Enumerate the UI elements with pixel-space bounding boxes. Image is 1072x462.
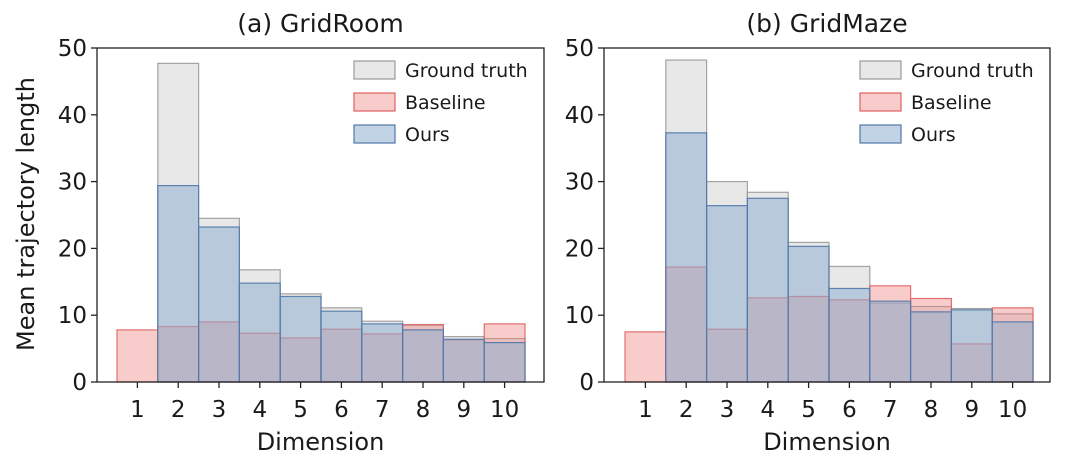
x-axis-label: Dimension	[763, 428, 891, 456]
plot-frame	[96, 47, 545, 383]
bar-ours-dim-7	[361, 323, 404, 383]
y-axis-label: Mean trajectory length	[12, 77, 40, 351]
y-tick-label: 10	[58, 303, 87, 329]
legend-label-ours: Ours	[405, 124, 450, 146]
bar-baseline-dim-1	[624, 331, 667, 383]
y-tick-label: 40	[58, 103, 87, 129]
legend-label-ground-truth: Ground truth	[911, 60, 1034, 82]
x-tick-label: 3	[212, 397, 227, 423]
chart-title: (b) GridMaze	[746, 9, 907, 38]
x-tick-label: 2	[679, 397, 694, 423]
legend-label-baseline: Baseline	[405, 92, 486, 114]
legend: Ground truth Baseline Ours	[353, 60, 528, 146]
bar-ours-dim-9	[950, 309, 993, 383]
bar-ours-dim-6	[828, 287, 871, 383]
legend-swatch-ours	[859, 124, 902, 144]
bar-ours-dim-4	[746, 197, 789, 383]
x-tick-label: 6	[334, 397, 349, 423]
x-tick-label: 3	[720, 397, 735, 423]
x-tick-label: 8	[416, 397, 431, 423]
x-tick-label: 7	[883, 397, 898, 423]
legend-label-baseline: Baseline	[911, 92, 992, 114]
bar-ours-dim-9	[442, 338, 485, 383]
x-tick-label: 4	[760, 397, 775, 423]
chart-title: (a) GridRoom	[237, 9, 403, 38]
x-tick-label: 9	[964, 397, 979, 423]
x-tick-label: 1	[638, 397, 653, 423]
x-tick-label: 1	[130, 397, 145, 423]
legend-swatch-ground-truth	[353, 60, 396, 80]
x-tick-label: 5	[801, 397, 816, 423]
legend-swatch-baseline	[859, 92, 902, 112]
x-tick-label: 7	[375, 397, 390, 423]
bar-ours-dim-8	[909, 311, 952, 383]
bar-ours-dim-10	[483, 341, 526, 383]
legend-label-ours: Ours	[911, 124, 956, 146]
x-tick-label: 8	[924, 397, 939, 423]
bar-ours-dim-3	[198, 226, 241, 383]
bar-ours-dim-5	[787, 245, 830, 383]
legend-label-ground-truth: Ground truth	[405, 60, 528, 82]
legend: Ground truth Baseline Ours	[859, 60, 1034, 146]
y-tick-label: 20	[565, 236, 594, 262]
y-tick-label: 0	[579, 370, 594, 396]
y-tick-label: 30	[565, 170, 594, 196]
x-axis-label: Dimension	[257, 428, 385, 456]
bar-ours-dim-2	[665, 132, 708, 383]
y-tick-label: 50	[565, 36, 594, 62]
plot-frame	[603, 47, 1051, 383]
x-tick-label: 10	[998, 397, 1027, 423]
y-tick-label: 40	[565, 103, 594, 129]
x-tick-label: 9	[456, 397, 471, 423]
bar-baseline-dim-1	[116, 329, 159, 383]
bar-ours-dim-10	[991, 321, 1034, 383]
x-tick-label: 10	[490, 397, 519, 423]
bar-ours-dim-2	[157, 185, 200, 383]
legend-swatch-ours	[353, 124, 396, 144]
chart-panel-2: (b) GridMaze 0 10 20 30 40 50 1 2 3 4 5 6 7 8 9 10 Dimens…	[565, 9, 1051, 456]
y-tick-label: 30	[58, 170, 87, 196]
x-tick-label: 4	[252, 397, 267, 423]
x-tick-label: 6	[842, 397, 857, 423]
x-tick-label: 5	[293, 397, 308, 423]
chart-panel-1: (a) GridRoom 0 10 20 30 40 50 1 2 3 4 5 6 7 8 9 10 Dimens…	[58, 9, 545, 456]
bar-ours-dim-4	[238, 282, 281, 383]
bar-ours-dim-8	[402, 329, 445, 383]
legend-swatch-baseline	[353, 92, 396, 112]
bar-ours-dim-6	[320, 310, 363, 383]
y-tick-label: 10	[565, 303, 594, 329]
bar-ours-dim-3	[705, 205, 748, 383]
y-tick-label: 50	[58, 36, 87, 62]
y-tick-label: 0	[72, 370, 87, 396]
legend-swatch-ground-truth	[859, 60, 902, 80]
bar-ours-dim-7	[869, 300, 912, 383]
x-tick-label: 2	[171, 397, 186, 423]
y-tick-label: 20	[58, 236, 87, 262]
bar-ours-dim-5	[279, 295, 322, 383]
